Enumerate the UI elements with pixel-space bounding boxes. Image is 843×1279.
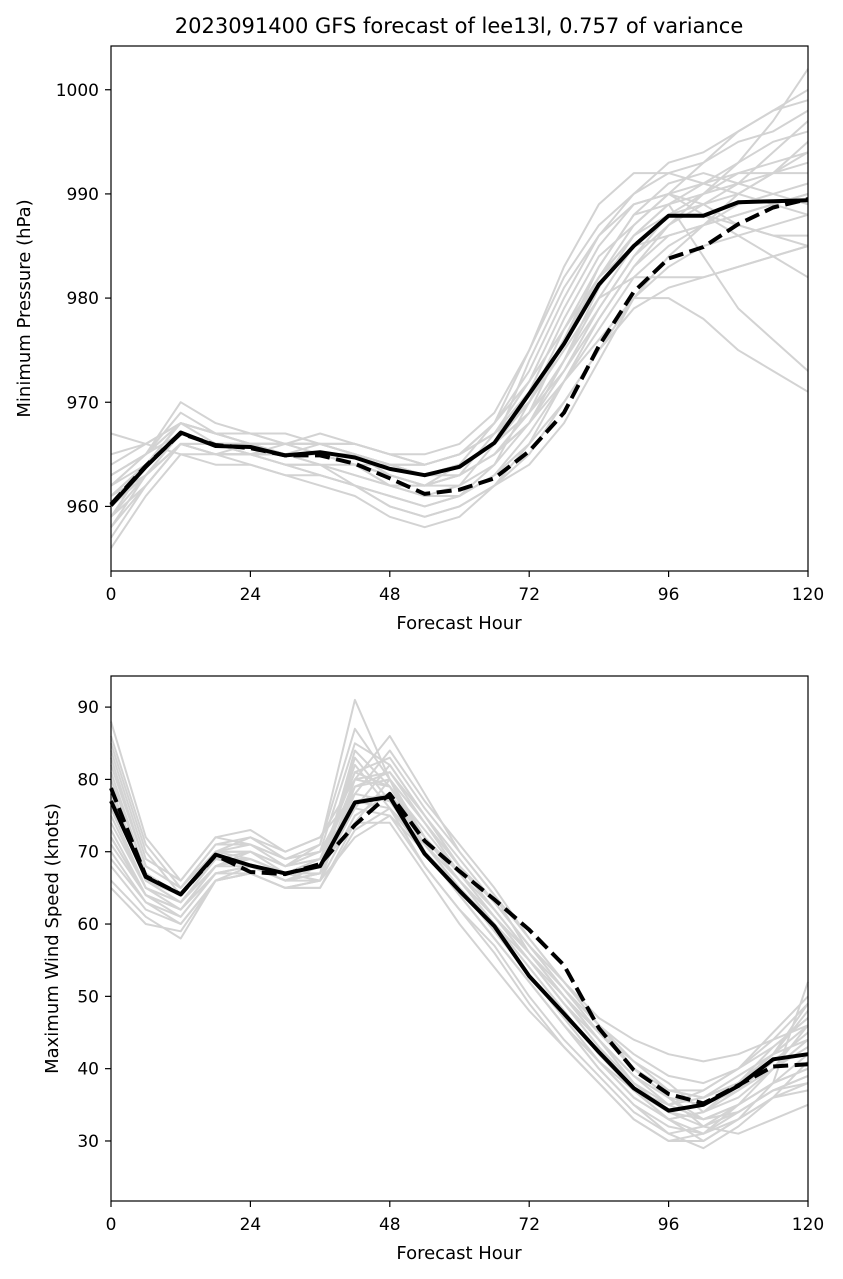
wind-y-tick-label: 40 xyxy=(77,1060,99,1080)
wind-ensemble-line-23 xyxy=(110,800,809,1150)
pressure-x-tick-label: 48 xyxy=(379,585,401,605)
wind-y-axis-label: Maximum Wind Speed (knots) xyxy=(42,803,63,1074)
wind-x-tick-label: 96 xyxy=(658,1215,680,1235)
pressure-ensemble-line-14 xyxy=(110,192,809,497)
wind-y-tick-label: 50 xyxy=(77,987,99,1007)
pressure-y-axis-label: Minimum Pressure (hPa) xyxy=(14,199,35,417)
wind-x-tick-label: 120 xyxy=(792,1215,824,1235)
pressure-ensemble-lines xyxy=(110,68,809,549)
pressure-ensemble-mean-line xyxy=(109,197,809,506)
wind-y-tick-label: 70 xyxy=(77,843,99,863)
chart-title: 2023091400 GFS forecast of lee13l, 0.757… xyxy=(175,14,744,38)
wind-y-tick-label: 90 xyxy=(77,698,99,718)
wind-main-lines xyxy=(109,787,809,1113)
pressure-ensemble-line-24 xyxy=(110,99,809,477)
wind-x-tick-label: 24 xyxy=(240,1215,262,1235)
pressure-x-tick-label: 24 xyxy=(240,585,262,605)
pressure-y-tick-label: 990 xyxy=(67,185,99,205)
wind-x-tick-label: 0 xyxy=(106,1215,117,1235)
wind-y-tick-label: 60 xyxy=(77,915,99,935)
wind-y-tick-label: 80 xyxy=(77,770,99,790)
pressure-x-tick-label: 72 xyxy=(518,585,540,605)
pressure-y-ticks: 960 970 980 990 1000 xyxy=(56,81,111,517)
pressure-y-tick-label: 960 xyxy=(67,497,99,517)
wind-panel: 0 24 48 72 96 120 30 40 50 60 70 80 90 Forecast Hou… xyxy=(42,675,824,1264)
pressure-panel: 2023091400 GFS forecast of lee13l, 0.757… xyxy=(14,14,824,634)
pressure-x-tick-label: 0 xyxy=(106,585,117,605)
pressure-y-tick-label: 970 xyxy=(67,393,99,413)
pressure-ensemble-line-22 xyxy=(110,297,809,508)
pressure-plot-frame xyxy=(110,45,809,572)
pressure-main-lines xyxy=(109,197,809,507)
pressure-deterministic-line xyxy=(109,198,809,507)
wind-x-ticks: 0 24 48 72 96 120 xyxy=(106,1201,824,1235)
wind-ensemble-mean-line xyxy=(109,787,809,1106)
wind-x-axis-label: Forecast Hour xyxy=(396,1243,522,1264)
wind-x-tick-label: 48 xyxy=(379,1215,401,1235)
wind-plot-frame xyxy=(110,675,809,1202)
pressure-y-tick-label: 980 xyxy=(67,289,99,309)
pressure-x-tick-label: 120 xyxy=(792,585,824,605)
pressure-x-ticks: 0 24 48 72 96 120 xyxy=(106,571,824,605)
wind-ensemble-line-17 xyxy=(110,807,809,1142)
pressure-x-tick-label: 96 xyxy=(658,585,680,605)
wind-ensemble-line-10 xyxy=(110,807,809,1142)
pressure-ensemble-line-11 xyxy=(110,172,809,456)
pressure-x-axis-label: Forecast Hour xyxy=(396,613,522,634)
pressure-y-tick-label: 1000 xyxy=(56,81,99,101)
wind-y-tick-label: 30 xyxy=(77,1132,99,1152)
wind-x-tick-label: 72 xyxy=(518,1215,540,1235)
wind-deterministic-line xyxy=(109,794,809,1113)
wind-ensemble-line-16 xyxy=(110,735,809,1121)
wind-y-ticks: 30 40 50 60 70 80 90 xyxy=(77,698,111,1152)
wind-ensemble-line-13 xyxy=(110,771,809,1128)
